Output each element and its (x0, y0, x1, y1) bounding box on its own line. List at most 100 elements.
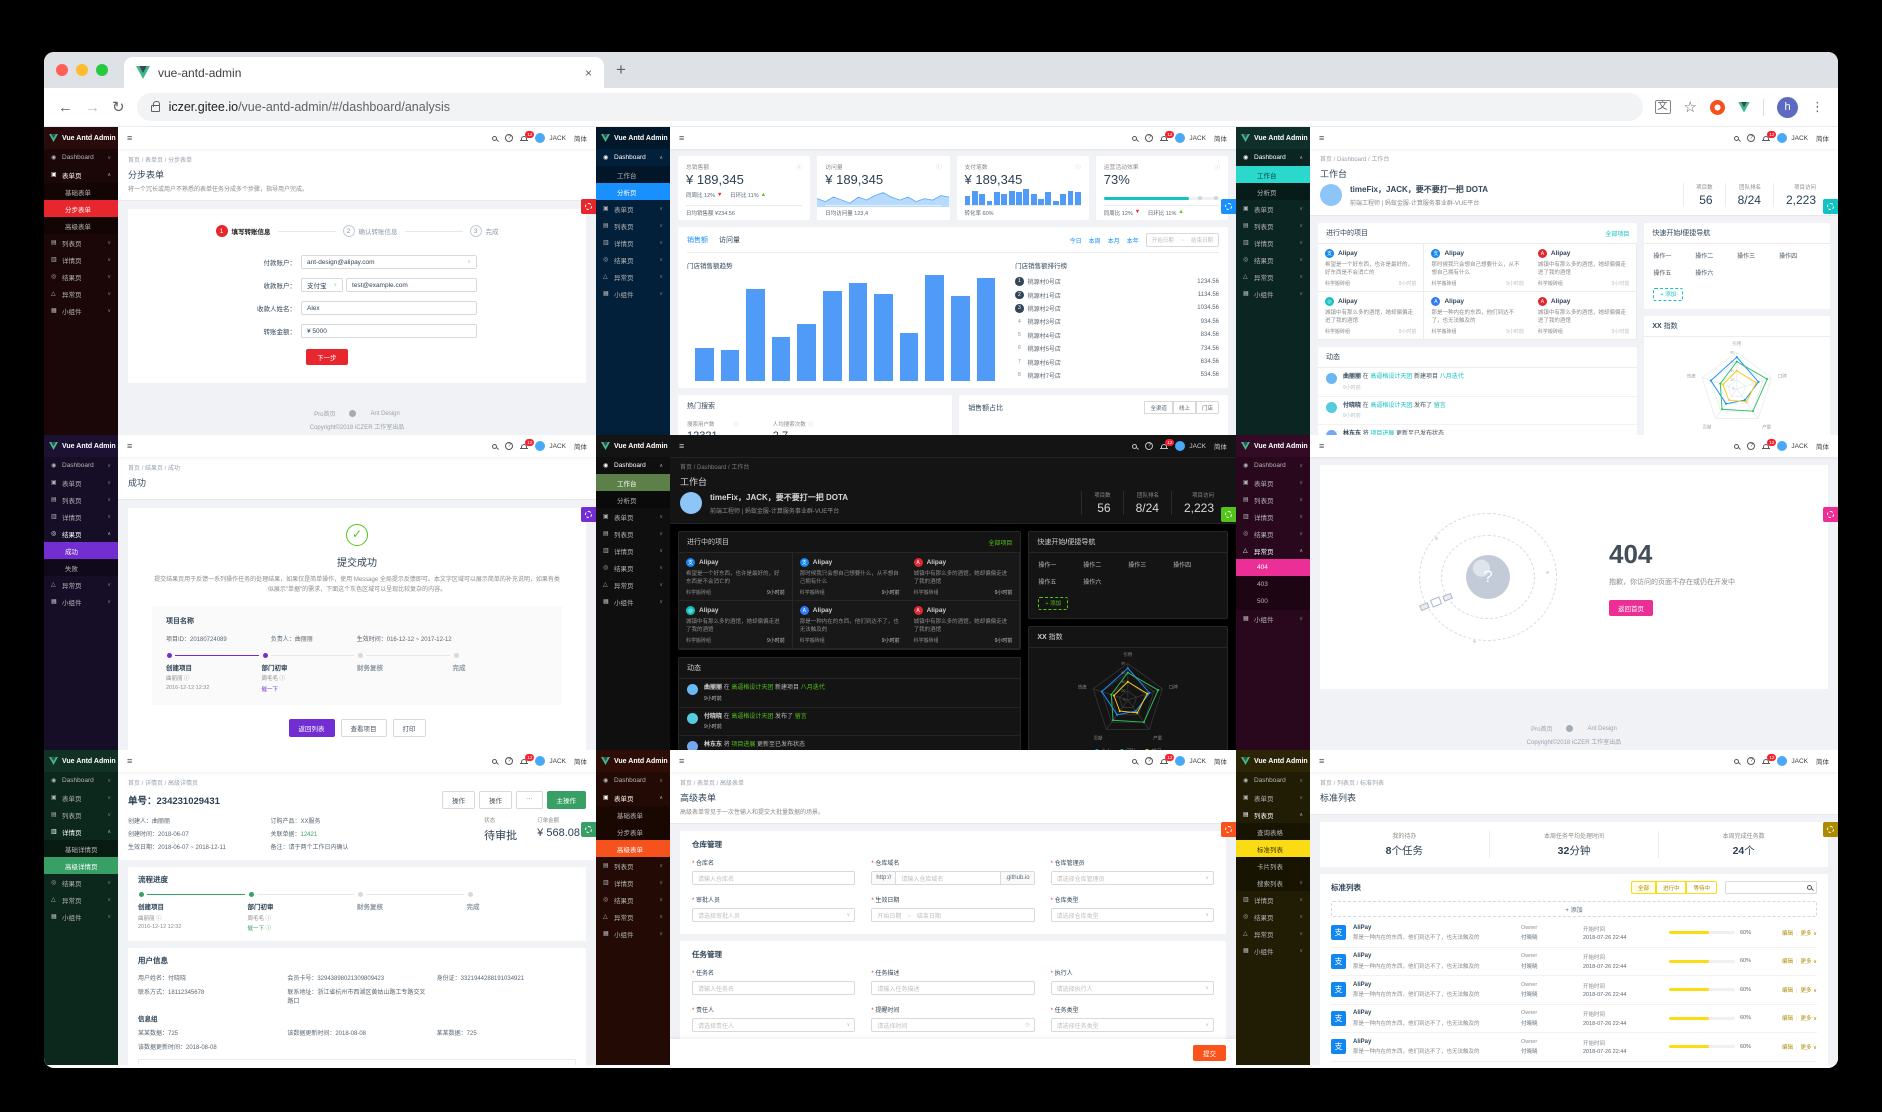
sidebar-item[interactable]: △ 异常页 ∨ (1236, 268, 1310, 285)
user-name[interactable]: JACK (549, 442, 566, 450)
breadcrumb[interactable]: 首页 / Dashboard / 工作台 (1320, 157, 1390, 163)
filter-button[interactable]: 全部 (1630, 881, 1656, 894)
language-switch[interactable]: 简体 (574, 136, 587, 143)
search-icon[interactable] (1734, 443, 1740, 449)
form-input[interactable]: http:// 请输入仓库域名 .github.io (871, 871, 1035, 885)
mini-logo[interactable]: Vue Antd Admin (44, 435, 118, 457)
sidebar-item[interactable]: 分步表单 (596, 823, 670, 840)
language-switch[interactable]: 简体 (1214, 444, 1227, 451)
tab-sales[interactable]: 销售额 (687, 237, 708, 244)
channel-filter-button[interactable]: 线上 (1172, 401, 1196, 415)
browser-menu-icon[interactable]: ⋮ (1811, 99, 1824, 114)
edit-link[interactable]: 编辑 (1781, 959, 1793, 966)
add-button[interactable]: + 添加 (1038, 596, 1069, 610)
github-icon[interactable] (1566, 725, 1574, 732)
sidebar-item[interactable]: ▣ 表单页 ∨ (1236, 200, 1310, 217)
bell-icon[interactable]: 12 (1762, 130, 1777, 141)
form-input[interactable]: 开始日期 ~ 结束日期 (871, 908, 1035, 922)
theme-settings-button[interactable] (1221, 199, 1236, 214)
sidebar-item[interactable]: 失败 (44, 559, 118, 576)
sidebar-item[interactable]: ▦ 小组件 ∨ (1236, 285, 1310, 302)
sidebar-item[interactable]: ▦ 小组件 ∨ (1236, 942, 1310, 959)
language-switch[interactable]: 简体 (1816, 759, 1829, 766)
user-name[interactable]: JACK (1189, 757, 1206, 765)
edit-link[interactable]: 编辑 (1781, 1044, 1793, 1051)
form-input[interactable]: 请选择仓库类型 ∨ (1050, 908, 1214, 922)
sidebar-item[interactable]: ▥ 详情页 ∨ (44, 251, 118, 268)
close-window-button[interactable] (56, 64, 68, 76)
form-input[interactable]: 请输入任务名 (692, 981, 856, 995)
quick-nav-link[interactable]: 操作二 (1695, 254, 1714, 260)
more-link[interactable]: 更多 ∨ (1800, 1016, 1817, 1023)
bookmark-star-icon[interactable]: ☆ (1683, 99, 1697, 116)
bell-icon[interactable]: 12 (1762, 438, 1777, 449)
all-projects-link[interactable]: 全部项目 (1605, 231, 1630, 238)
sidebar-item[interactable]: ▥ 详情页 ∨ (596, 874, 670, 891)
user-name[interactable]: JACK (1791, 442, 1808, 450)
quick-nav-link[interactable]: 操作三 (1737, 254, 1756, 260)
sidebar-item[interactable]: ▣ 表单页 ∨ (44, 789, 118, 806)
item-title[interactable]: AliPay (1353, 1010, 1372, 1016)
next-step-button[interactable]: 下一步 (306, 349, 348, 365)
sidebar-item[interactable]: 工作台 (1236, 166, 1310, 183)
collapse-trigger-icon[interactable]: ≡ (1319, 756, 1325, 766)
sidebar-item[interactable]: △ 异常页 ∨ (596, 268, 670, 285)
github-icon[interactable] (349, 410, 357, 417)
sidebar-item[interactable]: △ 异常页 ∨ (1236, 925, 1310, 942)
collapse-trigger-icon[interactable]: ≡ (679, 756, 685, 766)
more-link[interactable]: 更多 ∨ (1800, 1044, 1817, 1051)
sidebar-item[interactable]: 分析页 (596, 491, 670, 508)
sidebar-item[interactable]: ▤ 列表页 ∨ (44, 491, 118, 508)
sidebar-item[interactable]: 基础表单 (44, 183, 118, 200)
breadcrumb[interactable]: 首页 / 结果页 / 成功 (128, 466, 181, 472)
project-card[interactable]: 支 Alipay 那时候我只会想自己想要什么，从不想自己拥有什么 科学搬砖组 9小… (1424, 244, 1531, 292)
collapse-trigger-icon[interactable]: ≡ (679, 133, 685, 143)
payee-name-input[interactable]: Alex (301, 301, 477, 315)
form-input[interactable]: 请选择审批人员 ∨ (692, 908, 856, 922)
search-icon[interactable] (1132, 443, 1138, 449)
user-name[interactable]: JACK (1189, 442, 1206, 450)
user-name[interactable]: JACK (1791, 134, 1808, 142)
sidebar-item[interactable]: ◎ 结果页 ∨ (44, 268, 118, 285)
sidebar-item[interactable]: ▦ 小组件 ∨ (44, 908, 118, 925)
sidebar-item[interactable]: ▣ 表单页 ∨ (1236, 474, 1310, 491)
payer-account-select[interactable]: ant-design@alipay.com ∨ (301, 255, 477, 269)
project-card[interactable]: A Alipay 那是一种内在的东西，他们到达不了，也无法触及的 科学搬砖组 9小… (792, 601, 907, 649)
sidebar-item[interactable]: 基础详情页 (44, 840, 118, 857)
sidebar-item[interactable]: ◉ Dashboard ∨ (596, 772, 670, 789)
item-title[interactable]: AliPay (1353, 924, 1372, 931)
help-icon[interactable]: ? (1747, 442, 1756, 450)
project-card[interactable]: 支 Alipay 希望是一个好东西，也许是最好的，好东西是不会消亡的 科学搬砖组… (1318, 244, 1425, 292)
sidebar-item[interactable]: ▥ 详情页 ∨ (1236, 234, 1310, 251)
edit-link[interactable]: 编辑 (1781, 987, 1793, 994)
mini-logo[interactable]: Vue Antd Admin (596, 750, 670, 772)
sidebar-item[interactable]: 高级表单 (44, 217, 118, 234)
user-avatar[interactable] (535, 756, 546, 766)
sidebar-item[interactable]: △ 异常页 ∨ (596, 576, 670, 593)
edit-link[interactable]: 编辑 (1781, 930, 1793, 937)
action-button[interactable]: 打印 (392, 718, 426, 737)
user-name[interactable]: JACK (549, 134, 566, 142)
breadcrumb[interactable]: 首页 / 表单页 / 高级表单 (680, 781, 745, 787)
sidebar-item[interactable]: 搜索列表 ∨ (1236, 874, 1310, 891)
bell-icon[interactable]: 12 (1762, 753, 1777, 764)
range-link[interactable]: 今日 (1069, 238, 1082, 245)
language-switch[interactable]: 简体 (1816, 444, 1829, 451)
quick-nav-link[interactable]: 操作六 (1083, 580, 1102, 586)
language-switch[interactable]: 简体 (1816, 136, 1829, 143)
sidebar-item[interactable]: ◎ 结果页 ∨ (44, 874, 118, 891)
item-title[interactable]: AliPay (1353, 953, 1372, 959)
date-range-picker[interactable]: 开始日期 ~ 结束日期 (1145, 233, 1219, 247)
sidebar-item[interactable]: ▤ 列表页 ∨ (1236, 217, 1310, 234)
collapse-trigger-icon[interactable]: ≡ (127, 756, 133, 766)
bell-icon[interactable]: 12 (520, 753, 535, 764)
sidebar-item[interactable]: ◎ 结果页 ∨ (1236, 908, 1310, 925)
sidebar-item[interactable]: ▥ 详情页 ∧ (44, 823, 118, 840)
sidebar-item[interactable]: ▤ 列表页 ∨ (596, 217, 670, 234)
project-card[interactable]: 支 Alipay 那时候我只会想自己想要什么，从不想自己拥有什么 科学搬砖组 9小… (792, 553, 907, 601)
sidebar-item[interactable]: ◎ 结果页 ∧ (44, 525, 118, 542)
sidebar-item[interactable]: ◎ 结果页 ∨ (596, 891, 670, 908)
sidebar-item[interactable]: 分析页 (596, 183, 670, 200)
theme-settings-button[interactable] (1823, 199, 1838, 214)
sidebar-item[interactable]: △ 异常页 ∨ (44, 576, 118, 593)
